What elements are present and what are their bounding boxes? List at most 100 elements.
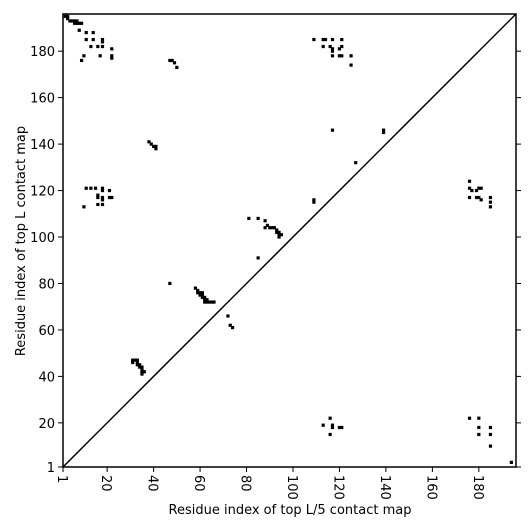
- contact-point: [73, 19, 77, 23]
- contact-point: [140, 370, 144, 374]
- contact-point: [479, 186, 483, 190]
- contact-point: [477, 432, 481, 437]
- diagonal: [62, 13, 517, 468]
- contact-point: [77, 28, 81, 32]
- contact-point: [107, 188, 112, 193]
- contact-point: [100, 188, 105, 193]
- contact-point: [142, 370, 146, 374]
- contact-point: [328, 416, 332, 420]
- contact-point: [275, 230, 279, 234]
- contact-point: [91, 37, 95, 42]
- contact-point: [96, 202, 100, 207]
- contact-point: [263, 219, 267, 223]
- contact-point: [474, 188, 479, 193]
- contact-point: [196, 288, 200, 293]
- contact-point: [488, 195, 493, 200]
- contact-point: [256, 256, 260, 260]
- y-tick-label: 40: [38, 370, 55, 385]
- contact-point: [230, 326, 235, 330]
- contact-point: [107, 195, 112, 200]
- contact-point: [330, 423, 335, 427]
- contact-point: [140, 367, 144, 372]
- contact-point: [474, 195, 479, 200]
- contact-point: [330, 54, 335, 58]
- contact-point: [135, 363, 139, 367]
- contact-point: [228, 323, 232, 327]
- contact-point: [488, 432, 493, 437]
- contact-point: [172, 61, 177, 65]
- contact-point: [73, 21, 77, 25]
- contact-point: [381, 130, 386, 135]
- contact-point: [77, 21, 81, 25]
- contact-point: [110, 47, 114, 51]
- contact-point: [98, 54, 102, 58]
- x-tick-label: 100: [284, 475, 299, 500]
- contact-point: [488, 444, 493, 448]
- x-tick-label: 60: [191, 475, 206, 492]
- contact-point: [354, 161, 358, 165]
- contact-point: [207, 300, 211, 304]
- contact-point: [321, 44, 325, 49]
- contact-point: [110, 54, 114, 58]
- contact-point: [467, 186, 472, 190]
- contact-point: [277, 235, 281, 239]
- contact-point: [203, 298, 207, 302]
- contact-point: [328, 44, 332, 49]
- contact-point: [349, 54, 353, 58]
- contact-point: [200, 295, 204, 300]
- contact-point: [381, 128, 386, 132]
- contact-point: [337, 425, 342, 430]
- contact-point: [321, 423, 325, 427]
- contact-point: [196, 291, 200, 295]
- contact-point: [509, 460, 513, 464]
- y-tick-label: 1: [47, 461, 55, 476]
- contact-point: [84, 186, 88, 190]
- contact-point: [82, 54, 86, 58]
- contact-point: [477, 425, 481, 430]
- contact-point: [175, 65, 179, 70]
- contact-point: [168, 58, 172, 63]
- contact-point: [470, 188, 474, 193]
- contact-point: [198, 291, 202, 295]
- contact-point: [263, 226, 267, 230]
- contact-point: [147, 140, 151, 144]
- contact-point: [203, 295, 207, 300]
- contact-point: [82, 205, 86, 209]
- contact-point: [75, 19, 79, 23]
- y-tick-label: 180: [30, 45, 55, 60]
- y-tick-label: 140: [30, 138, 55, 153]
- contact-point: [135, 360, 139, 365]
- contact-point: [277, 230, 281, 234]
- contact-point: [79, 21, 84, 25]
- x-tick-label: 160: [423, 475, 438, 500]
- contact-point: [168, 281, 172, 286]
- x-tick-label: 40: [145, 475, 160, 492]
- contact-point: [193, 286, 198, 290]
- contact-point: [340, 37, 344, 42]
- contact-point: [337, 54, 342, 58]
- contact-point: [247, 216, 251, 221]
- contact-point: [272, 226, 276, 230]
- contact-point: [96, 193, 100, 197]
- contact-point: [70, 19, 74, 23]
- contact-point: [100, 186, 105, 190]
- contact-point: [140, 372, 144, 376]
- contact-point: [131, 358, 135, 362]
- y-tick-label: 20: [38, 417, 55, 432]
- contact-point: [205, 298, 209, 302]
- contact-point: [467, 195, 472, 200]
- contact-point: [133, 358, 137, 362]
- x-tick-label: 120: [330, 475, 345, 500]
- contact-point: [89, 44, 93, 49]
- contact-point: [66, 17, 70, 21]
- contact-point: [93, 186, 98, 190]
- contact-point: [330, 128, 335, 132]
- contact-point: [135, 358, 139, 362]
- x-axis-label: Residue index of top L/5 contact map: [169, 503, 412, 518]
- contact-point: [467, 179, 472, 183]
- contact-point: [279, 233, 283, 237]
- contact-point: [170, 58, 174, 63]
- x-tick-label: 180: [470, 475, 485, 500]
- contact-point: [140, 365, 144, 369]
- contact-point: [89, 186, 93, 190]
